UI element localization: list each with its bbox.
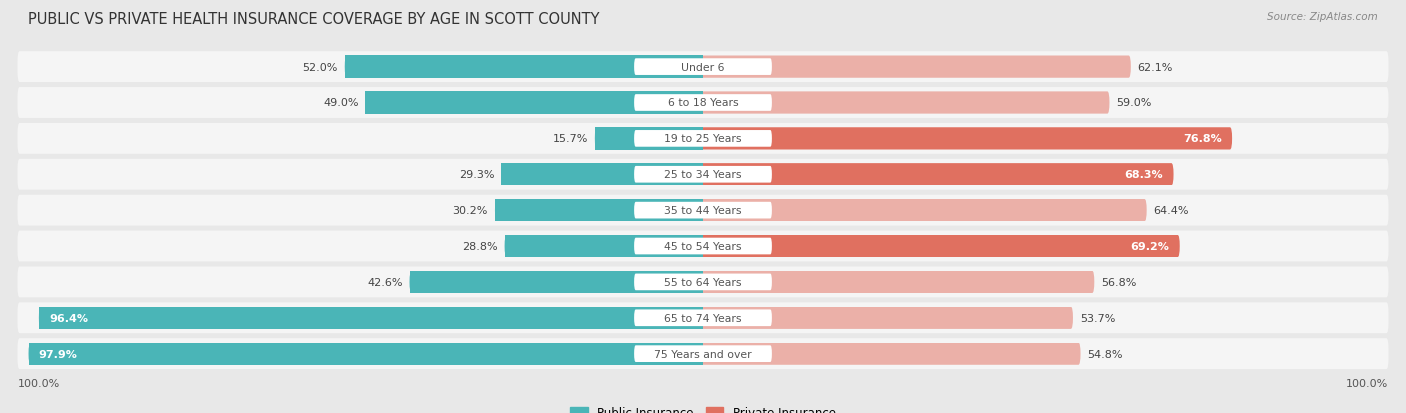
Text: 68.3%: 68.3%: [1125, 170, 1163, 180]
Text: 97.9%: 97.9%: [39, 349, 77, 359]
FancyBboxPatch shape: [634, 274, 772, 290]
FancyBboxPatch shape: [17, 231, 1389, 262]
FancyBboxPatch shape: [28, 343, 706, 365]
FancyBboxPatch shape: [634, 59, 772, 76]
Text: 75 Years and over: 75 Years and over: [654, 349, 752, 359]
FancyBboxPatch shape: [699, 164, 1174, 186]
Text: 54.8%: 54.8%: [1087, 349, 1123, 359]
Bar: [366, 92, 703, 114]
FancyBboxPatch shape: [501, 164, 706, 186]
FancyBboxPatch shape: [699, 271, 1094, 293]
Text: Source: ZipAtlas.com: Source: ZipAtlas.com: [1267, 12, 1378, 22]
FancyBboxPatch shape: [409, 271, 706, 293]
FancyBboxPatch shape: [634, 310, 772, 326]
FancyBboxPatch shape: [699, 92, 1109, 114]
Text: 15.7%: 15.7%: [553, 134, 588, 144]
FancyBboxPatch shape: [634, 238, 772, 255]
Text: 42.6%: 42.6%: [367, 277, 402, 287]
FancyBboxPatch shape: [17, 338, 1389, 369]
Text: 35 to 44 Years: 35 to 44 Years: [664, 206, 742, 216]
FancyBboxPatch shape: [17, 303, 1389, 333]
Bar: [409, 271, 703, 293]
FancyBboxPatch shape: [699, 56, 1130, 78]
FancyBboxPatch shape: [17, 52, 1389, 83]
Bar: [28, 343, 703, 365]
FancyBboxPatch shape: [699, 199, 1147, 222]
FancyBboxPatch shape: [634, 131, 772, 147]
Text: 64.4%: 64.4%: [1153, 206, 1189, 216]
Text: 59.0%: 59.0%: [1116, 98, 1152, 108]
Text: 6 to 18 Years: 6 to 18 Years: [668, 98, 738, 108]
Bar: [495, 199, 703, 222]
Text: 45 to 54 Years: 45 to 54 Years: [664, 242, 742, 252]
Text: 62.1%: 62.1%: [1137, 62, 1173, 72]
Bar: [595, 128, 703, 150]
Text: 56.8%: 56.8%: [1101, 277, 1136, 287]
Text: PUBLIC VS PRIVATE HEALTH INSURANCE COVERAGE BY AGE IN SCOTT COUNTY: PUBLIC VS PRIVATE HEALTH INSURANCE COVER…: [28, 12, 599, 27]
Text: Under 6: Under 6: [682, 62, 724, 72]
FancyBboxPatch shape: [595, 128, 706, 150]
Text: 55 to 64 Years: 55 to 64 Years: [664, 277, 742, 287]
Bar: [501, 164, 703, 186]
Text: 52.0%: 52.0%: [302, 62, 337, 72]
Text: 76.8%: 76.8%: [1182, 134, 1222, 144]
Text: 30.2%: 30.2%: [453, 206, 488, 216]
Text: 25 to 34 Years: 25 to 34 Years: [664, 170, 742, 180]
Text: 69.2%: 69.2%: [1130, 242, 1170, 252]
Bar: [505, 235, 703, 258]
FancyBboxPatch shape: [699, 343, 1081, 365]
FancyBboxPatch shape: [634, 95, 772, 112]
FancyBboxPatch shape: [634, 202, 772, 219]
FancyBboxPatch shape: [699, 307, 1073, 329]
Text: 96.4%: 96.4%: [49, 313, 89, 323]
Text: 100.0%: 100.0%: [1347, 378, 1389, 388]
FancyBboxPatch shape: [17, 88, 1389, 119]
FancyBboxPatch shape: [17, 195, 1389, 226]
Text: 53.7%: 53.7%: [1080, 313, 1115, 323]
Bar: [39, 307, 703, 329]
FancyBboxPatch shape: [344, 56, 706, 78]
FancyBboxPatch shape: [17, 123, 1389, 154]
FancyBboxPatch shape: [505, 235, 706, 258]
FancyBboxPatch shape: [634, 166, 772, 183]
Legend: Public Insurance, Private Insurance: Public Insurance, Private Insurance: [565, 401, 841, 413]
Text: 28.8%: 28.8%: [463, 242, 498, 252]
Text: 49.0%: 49.0%: [323, 98, 359, 108]
FancyBboxPatch shape: [699, 235, 1180, 258]
FancyBboxPatch shape: [17, 159, 1389, 190]
FancyBboxPatch shape: [699, 128, 1232, 150]
Text: 29.3%: 29.3%: [458, 170, 495, 180]
Bar: [344, 56, 703, 78]
FancyBboxPatch shape: [366, 92, 706, 114]
FancyBboxPatch shape: [39, 307, 706, 329]
Text: 19 to 25 Years: 19 to 25 Years: [664, 134, 742, 144]
FancyBboxPatch shape: [495, 199, 706, 222]
FancyBboxPatch shape: [17, 267, 1389, 298]
Text: 100.0%: 100.0%: [17, 378, 59, 388]
FancyBboxPatch shape: [634, 346, 772, 362]
Text: 65 to 74 Years: 65 to 74 Years: [664, 313, 742, 323]
